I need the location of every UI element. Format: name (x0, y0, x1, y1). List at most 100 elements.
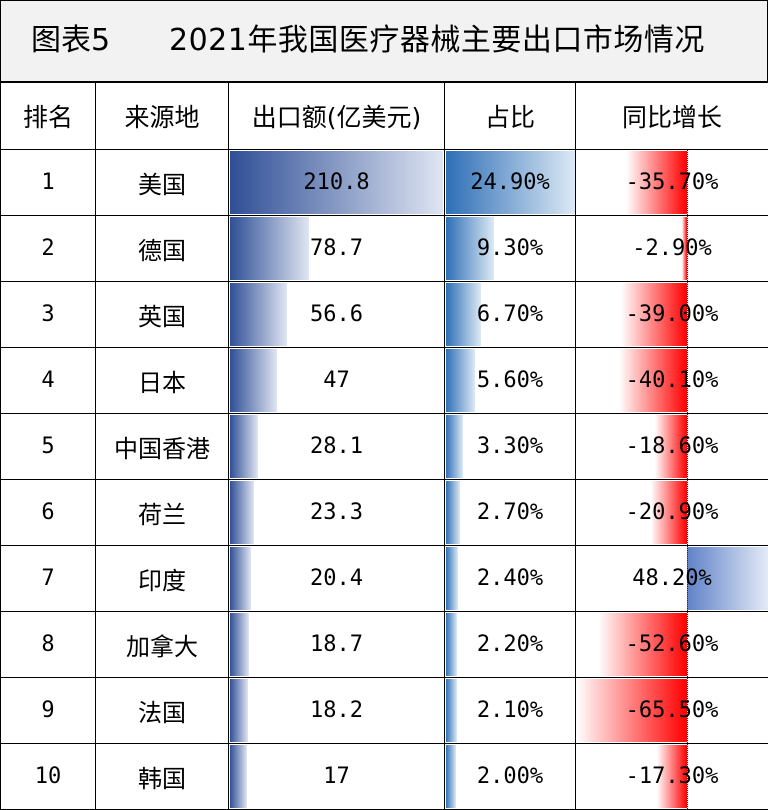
growth-value: -40.10% (625, 368, 719, 393)
rank-cell: 3 (0, 281, 96, 348)
growth-zero-axis (686, 480, 688, 545)
share-cell: 9.30% (444, 215, 576, 282)
growth-cell: -2.90% (575, 215, 768, 282)
share-data-bar (446, 613, 458, 676)
share-value: 2.20% (476, 632, 544, 657)
growth-value: -18.60% (625, 434, 719, 459)
table-row: 3 英国 56.6 6.70% -39.00% (0, 281, 768, 348)
market-cell: 美国 (95, 149, 229, 216)
growth-zero-axis (686, 414, 688, 479)
export-data-bar (230, 745, 248, 808)
growth-zero-axis (686, 678, 688, 743)
market-cell: 日本 (95, 347, 229, 414)
growth-zero-axis (686, 744, 688, 809)
growth-cell: -35.70% (575, 149, 768, 216)
share-value: 2.00% (476, 764, 544, 789)
header-row: 排名 来源地 出口额(亿美元) 占比 同比增长 (0, 82, 768, 150)
growth-value: 48.20% (632, 566, 712, 591)
growth-data-bar (626, 151, 687, 214)
share-value: 5.60% (476, 368, 544, 393)
growth-zero-axis (686, 348, 688, 413)
market-name: 印度 (138, 567, 186, 595)
growth-data-bar (655, 415, 687, 478)
market-name: 荷兰 (138, 501, 186, 529)
share-cell: 2.70% (444, 479, 576, 546)
table-row: 2 德国 78.7 9.30% -2.90% (0, 215, 768, 282)
share-data-bar (446, 217, 495, 280)
share-cell: 5.60% (444, 347, 576, 414)
share-value: 24.90% (470, 170, 550, 195)
growth-data-bar (618, 349, 687, 412)
share-cell: 2.10% (444, 677, 576, 744)
growth-value: -35.70% (625, 170, 719, 195)
export-value: 18.7 (310, 632, 363, 657)
share-data-bar (446, 745, 457, 808)
export-cell: 17 (228, 743, 445, 810)
growth-cell: -17.30% (575, 743, 768, 810)
growth-value: -52.60% (625, 632, 719, 657)
table-row: 8 加拿大 18.7 2.20% -52.60% (0, 611, 768, 678)
growth-zero-axis (686, 150, 688, 215)
share-data-bar (446, 679, 457, 742)
market-name: 德国 (138, 237, 186, 265)
share-value: 2.10% (476, 698, 544, 723)
growth-zero-axis (686, 282, 688, 347)
export-value: 18.2 (310, 698, 363, 723)
figure-number: 图表5 (31, 23, 111, 58)
export-value: 17 (323, 764, 350, 789)
growth-data-bar (681, 217, 687, 280)
header-growth: 同比增长 (575, 82, 768, 150)
growth-value: -20.90% (625, 500, 719, 525)
table-row: 7 印度 20.4 2.40% 48.20% (0, 545, 768, 612)
market-cell: 德国 (95, 215, 229, 282)
export-table: 排名 来源地 出口额(亿美元) 占比 同比增长 1 美国 210.8 24.90% -3… (0, 82, 768, 810)
share-cell: 2.00% (444, 743, 576, 810)
table-row: 1 美国 210.8 24.90% -35.70% (0, 149, 768, 216)
share-cell: 2.20% (444, 611, 576, 678)
table-row: 4 日本 47 5.60% -40.10% (0, 347, 768, 414)
rank-value: 6 (41, 500, 55, 525)
table-row: 10 韩国 17 2.00% -17.30% (0, 743, 768, 810)
rank-value: 4 (41, 368, 55, 393)
share-value: 9.30% (476, 236, 544, 261)
growth-cell: -40.10% (575, 347, 768, 414)
export-data-bar (230, 283, 288, 346)
market-cell: 韩国 (95, 743, 229, 810)
growth-cell: -52.60% (575, 611, 768, 678)
export-value: 78.7 (310, 236, 363, 261)
growth-value: -39.00% (625, 302, 719, 327)
growth-zero-axis (686, 546, 688, 611)
market-cell: 英国 (95, 281, 229, 348)
growth-value: -65.50% (625, 698, 719, 723)
header-rank: 排名 (0, 82, 96, 150)
rank-cell: 7 (0, 545, 96, 612)
share-value: 3.30% (476, 434, 544, 459)
share-data-bar (446, 349, 475, 412)
market-cell: 荷兰 (95, 479, 229, 546)
growth-zero-axis (686, 612, 688, 677)
share-data-bar (446, 481, 460, 544)
header-export: 出口额(亿美元) (228, 82, 445, 150)
market-name: 法国 (138, 699, 186, 727)
rank-value: 9 (41, 698, 55, 723)
rank-value: 7 (41, 566, 55, 591)
rank-cell: 6 (0, 479, 96, 546)
share-cell: 3.30% (444, 413, 576, 480)
share-data-bar (446, 151, 575, 214)
header-share: 占比 (444, 82, 576, 150)
export-cell: 20.4 (228, 545, 445, 612)
table-row: 5 中国香港 28.1 3.30% -18.60% (0, 413, 768, 480)
export-data-bar (230, 349, 278, 412)
growth-value: -17.30% (625, 764, 719, 789)
rank-value: 5 (41, 434, 55, 459)
export-cell: 18.2 (228, 677, 445, 744)
share-cell: 24.90% (444, 149, 576, 216)
title-bar: 图表5 2021年我国医疗器械主要出口市场情况 (0, 0, 768, 82)
growth-value: -2.90% (632, 236, 712, 261)
market-name: 美国 (138, 171, 186, 199)
growth-data-bar (657, 745, 687, 808)
export-data-bar (230, 481, 254, 544)
export-value: 47 (323, 368, 350, 393)
market-cell: 法国 (95, 677, 229, 744)
growth-cell: -20.90% (575, 479, 768, 546)
